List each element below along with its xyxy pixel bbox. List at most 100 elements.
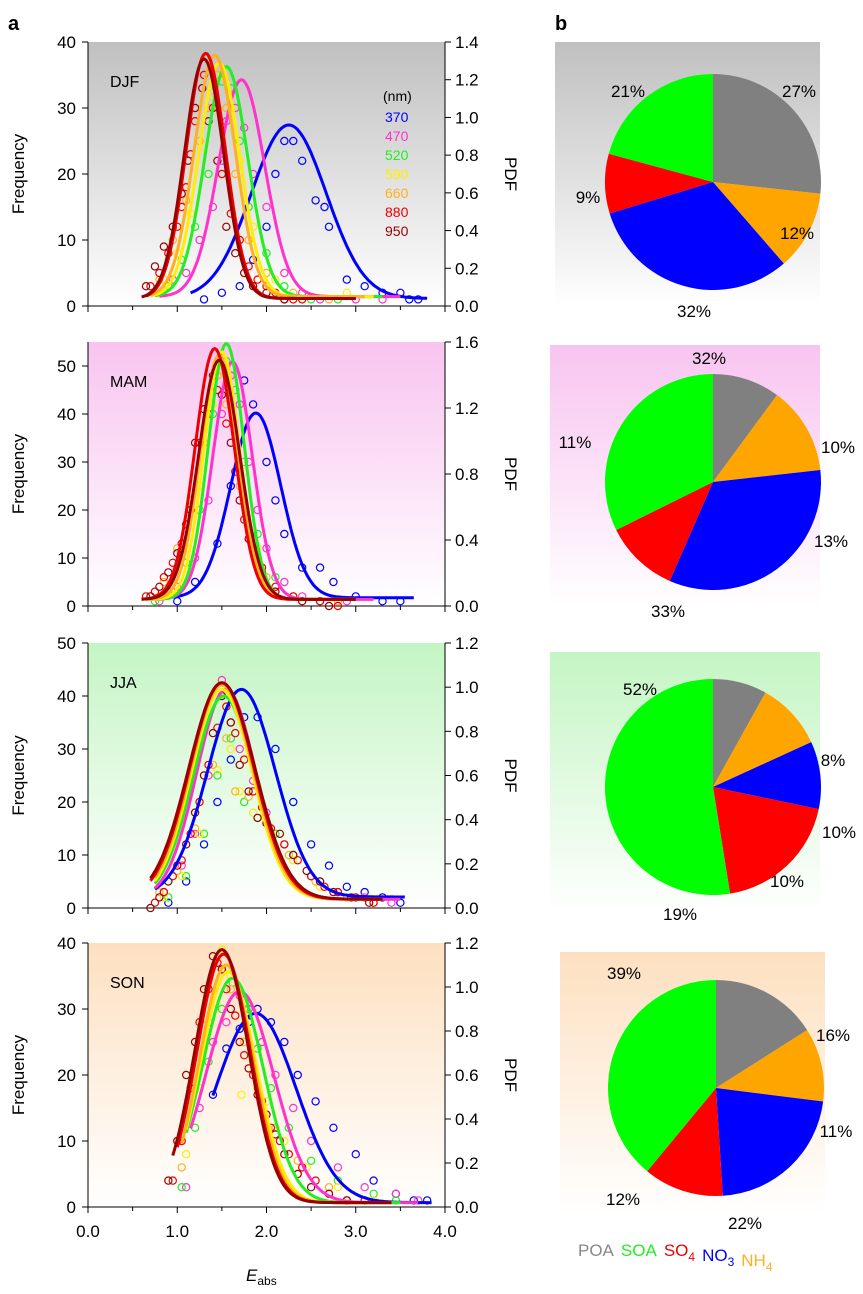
y2-tick-label: 1.6: [455, 333, 479, 352]
species-no3: NO: [702, 1246, 728, 1265]
data-point: [284, 850, 294, 860]
data-point: [199, 829, 209, 839]
fit-curve-660: [150, 53, 365, 299]
data-point: [311, 1097, 320, 1106]
y-tick-label: 10: [57, 549, 76, 568]
data-point: [293, 856, 302, 865]
legend-unit: (nm): [383, 88, 412, 104]
data-point: [226, 734, 235, 743]
pie-label-poa: 16%: [816, 1026, 850, 1045]
data-point: [324, 222, 334, 231]
pie-label-soa: 39%: [607, 964, 641, 983]
y-tick-label: 30: [57, 740, 76, 759]
legend-item-950: 950: [385, 223, 409, 239]
y2-tick-label: 1.2: [455, 934, 479, 953]
line-panel-son: 0 10 20 30 40 0.0 0.2 0.4 0.6 0.8 1.0 1.2 0.0 1.0 2.0 3…: [9, 934, 520, 1241]
data-point: [315, 563, 325, 572]
y-tick-label: 20: [57, 793, 76, 812]
y2-tick-label: 1.0: [455, 678, 479, 697]
species-soa: SOA: [621, 1241, 658, 1260]
data-point: [329, 1123, 338, 1133]
data-point: [280, 268, 289, 278]
y2-tick-label: 0.6: [455, 184, 479, 203]
panel-label-a: a: [8, 13, 20, 35]
data-point: [333, 1163, 343, 1172]
pie-slice-poa: [716, 980, 808, 1088]
data-point: [271, 496, 280, 505]
line-panel-djf: 0 10 20 30 40 0.0 0.2 0.4 0.6 0.8 1.0 1.2 1.4 Frequen…: [9, 33, 520, 316]
data-point: [231, 728, 240, 738]
pie-label-nh4: 13%: [814, 532, 848, 551]
panel-label-b: b: [555, 13, 567, 35]
data-point: [369, 1176, 378, 1185]
y2-tick-label: 0.6: [455, 1066, 479, 1085]
pie-slice-nh4: [713, 182, 821, 264]
data-point: [177, 861, 186, 870]
data-point: [289, 856, 298, 865]
plot-background: [88, 943, 445, 1207]
y-tick-label: 40: [57, 934, 76, 953]
data-point: [324, 861, 334, 870]
data-point: [155, 893, 164, 902]
species-sub: 4: [688, 1250, 695, 1264]
pie-label-nh4: 11%: [820, 1122, 853, 1141]
pie-slice-soa: [608, 73, 713, 182]
data-point: [226, 744, 235, 754]
species-poa: POA: [578, 1241, 615, 1260]
y2-tick-label: 1.2: [455, 71, 479, 90]
y2-tick-label: 0.4: [455, 531, 479, 550]
data-point: [306, 1156, 316, 1166]
y2-tick-label: 0.8: [455, 1022, 479, 1041]
data-point: [271, 275, 280, 284]
data-point: [159, 887, 169, 897]
fit-curve-950: [149, 681, 383, 901]
fit-curve-950: [141, 57, 356, 300]
legend-item-880: 880: [385, 204, 409, 220]
data-point: [159, 893, 169, 902]
y-tick-label: 40: [57, 405, 76, 424]
y2-tick-label: 0.6: [455, 767, 479, 786]
data-point: [159, 573, 169, 582]
data-point: [289, 797, 298, 807]
data-point: [262, 457, 271, 467]
pie-label-nh4: 12%: [780, 224, 814, 243]
data-point: [199, 295, 209, 304]
pie-slice-nh4: [713, 395, 821, 482]
data-point: [293, 1070, 302, 1080]
y-tick-label: 0: [67, 899, 76, 918]
data-point: [280, 577, 289, 587]
y2-tick-label: 0.0: [455, 297, 479, 316]
pie-label-no3: 32%: [677, 302, 711, 321]
data-point: [222, 734, 231, 743]
data-point: [168, 1176, 177, 1185]
y2-tick-label: 1.2: [455, 634, 479, 653]
plot-background: [88, 342, 445, 606]
data-point: [280, 840, 289, 849]
data-point: [199, 840, 209, 849]
data-point: [235, 744, 244, 754]
pie-slice-poa: [713, 74, 821, 194]
data-point: [181, 872, 191, 881]
y2-tick-label: 0.2: [455, 259, 479, 278]
data-point: [244, 787, 253, 796]
y-tick-label: 10: [57, 231, 76, 250]
fit-curve-950: [141, 358, 356, 601]
y-tick-label: 0: [67, 1198, 76, 1217]
data-point: [146, 282, 155, 291]
pie-panel-jja: 8% 10% 10% 19% 52%: [550, 652, 856, 924]
data-point: [155, 887, 164, 897]
data-point: [271, 169, 280, 179]
y2-tick-label: 1.4: [455, 33, 479, 52]
y2-tick-label: 0.4: [455, 1110, 479, 1129]
data-point: [204, 169, 213, 179]
y2-axis-label: PDF: [501, 457, 520, 491]
pie-slice-so4: [616, 482, 713, 581]
y-tick-label: 0: [67, 597, 76, 616]
y2-tick-label: 1.0: [455, 108, 479, 127]
species-legend: POA SOA SO4 NO3 NH4: [578, 1241, 773, 1274]
data-point: [311, 196, 320, 205]
data-point: [235, 1037, 244, 1047]
data-point: [342, 275, 352, 284]
data-point: [306, 840, 316, 849]
y2-tick-label: 1.2: [455, 399, 479, 418]
